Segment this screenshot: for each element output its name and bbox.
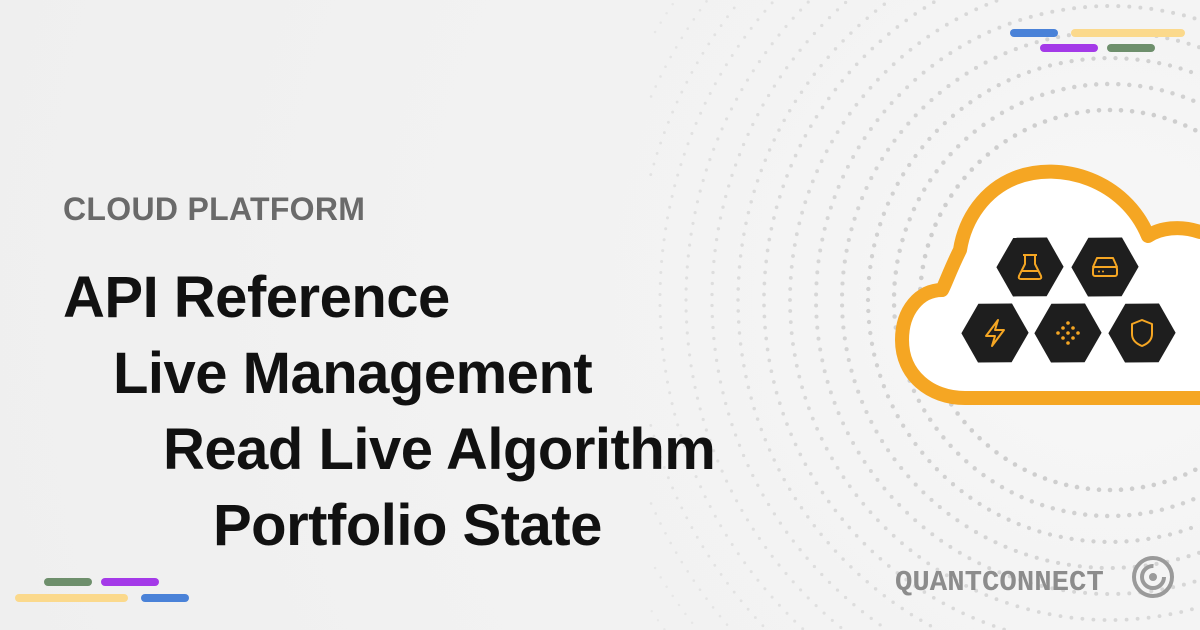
hex-flask [996, 237, 1064, 297]
section-eyebrow: CLOUD PLATFORM [63, 191, 366, 227]
accent-bar-purple-bottom [101, 578, 159, 586]
accent-bar-blue-bottom [141, 594, 189, 602]
server-icon [1092, 257, 1118, 277]
hex-lightning [961, 303, 1029, 363]
accent-bar-purple-top [1040, 44, 1098, 52]
accent-bar-green-top [1107, 44, 1155, 52]
hex-dots [1034, 303, 1102, 363]
brand-wordmark: QUANTCONNECT [895, 566, 1104, 599]
accent-bar-green-bottom [44, 578, 92, 586]
shield-icon [1131, 319, 1153, 347]
flask-icon [1017, 254, 1043, 280]
accent-bar-yellow-top [1071, 29, 1185, 37]
hex-server [1071, 237, 1139, 297]
accent-bar-yellow-bottom [15, 594, 128, 602]
quantconnect-logo-icon [1132, 556, 1174, 598]
title-line-2: Live Management [113, 341, 593, 406]
title-line-3: Read Live Algorithm [163, 417, 716, 482]
title-line-1: API Reference [63, 265, 450, 330]
accent-bar-blue-top [1010, 29, 1058, 37]
hex-shield [1108, 303, 1176, 363]
dots-icon [1056, 321, 1080, 345]
title-line-4: Portfolio State [213, 493, 602, 558]
lightning-icon [985, 319, 1005, 347]
